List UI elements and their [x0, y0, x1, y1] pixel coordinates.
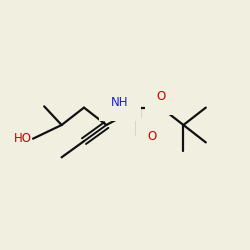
Text: NH: NH: [111, 96, 129, 109]
Text: O: O: [156, 90, 166, 103]
Text: HO: HO: [14, 132, 32, 145]
Text: O: O: [148, 130, 157, 143]
